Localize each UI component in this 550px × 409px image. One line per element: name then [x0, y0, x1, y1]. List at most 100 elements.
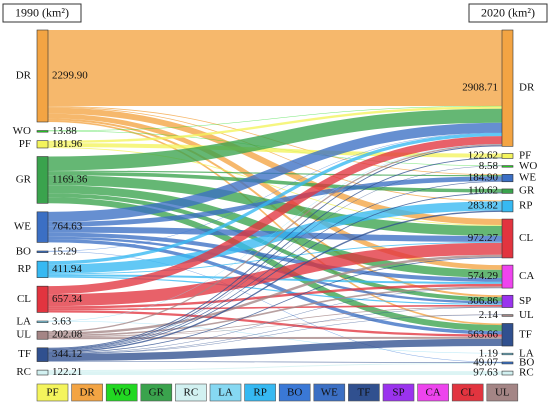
- node-value: 181.96: [52, 138, 83, 150]
- node-bar: [36, 250, 49, 253]
- node-bar: [501, 323, 514, 347]
- legend-label: WE: [321, 387, 338, 399]
- node-bar: [501, 264, 514, 289]
- node-bar: [36, 140, 49, 149]
- flow: [47, 314, 503, 354]
- node-label: TF: [18, 348, 31, 360]
- flow: [47, 108, 503, 171]
- legend-label: DR: [79, 387, 95, 399]
- node-value: 13.88: [52, 125, 77, 137]
- node-value: 972.27: [468, 232, 499, 244]
- flow: [47, 106, 503, 202]
- node-label: LA: [519, 348, 534, 360]
- node-label: SP: [519, 295, 531, 307]
- legend-swatch: [71, 383, 103, 402]
- node-label: RP: [18, 263, 31, 275]
- flow: [47, 287, 503, 354]
- flow: [47, 132, 503, 252]
- legend-label: CA: [425, 387, 440, 399]
- node-value: 1.19: [479, 348, 499, 360]
- node-bar: [501, 294, 514, 308]
- flow: [47, 144, 503, 333]
- node-label: WO: [13, 125, 31, 137]
- node-label: DR: [16, 70, 32, 82]
- legend-swatch: [36, 383, 69, 402]
- node-bar: [36, 29, 49, 123]
- links: [47, 29, 503, 375]
- node-label: WO: [519, 160, 537, 172]
- node-bar: [36, 320, 49, 323]
- node-value: 2908.71: [462, 82, 498, 94]
- header-box: [468, 3, 548, 23]
- flow: [47, 210, 503, 353]
- node-label: CL: [519, 232, 533, 244]
- legend-swatch: [244, 383, 276, 402]
- node-bar: [36, 369, 49, 376]
- node-value: 764.63: [52, 221, 83, 233]
- legend-swatch: [451, 383, 484, 402]
- flow: [47, 314, 503, 338]
- legend-label: UL: [495, 387, 510, 399]
- node-bar: [501, 361, 514, 365]
- flow: [47, 254, 503, 335]
- node-value: 184.90: [468, 172, 499, 184]
- legend-label: SP: [392, 387, 404, 399]
- node-bar: [36, 156, 49, 204]
- left-header: 1990 (km²): [15, 5, 69, 19]
- legend-label: RC: [184, 387, 199, 399]
- legend-swatch: [486, 383, 519, 402]
- node-value: 3.63: [52, 315, 72, 327]
- node-value: 2299.90: [52, 70, 88, 82]
- header-box: [2, 3, 82, 23]
- node-bar: [36, 211, 49, 243]
- flow: [47, 362, 503, 372]
- node-bar: [36, 330, 49, 340]
- node-label: BO: [519, 356, 534, 368]
- legend-label: PF: [46, 387, 58, 399]
- flow: [47, 145, 503, 349]
- node-value: 411.94: [52, 263, 82, 275]
- node-value: 202.08: [52, 329, 83, 341]
- node-bar: [501, 352, 514, 356]
- flow: [47, 143, 503, 322]
- flow: [47, 304, 503, 311]
- node-bar: [36, 285, 49, 313]
- flow: [47, 105, 503, 131]
- legend-swatch: [348, 383, 380, 402]
- flow: [47, 360, 503, 363]
- right-header: 2020 (km²): [481, 5, 535, 19]
- flow: [47, 181, 503, 351]
- flow: [47, 147, 503, 226]
- node-value: 563.66: [468, 328, 499, 340]
- node-label: RC: [519, 367, 534, 379]
- flow: [47, 242, 503, 307]
- flow: [47, 201, 503, 274]
- node-value: 122.21: [52, 366, 82, 378]
- node-bar: [501, 29, 514, 147]
- flow: [47, 122, 503, 222]
- flow: [47, 283, 503, 309]
- legend-label: GR: [149, 387, 165, 399]
- node-label: CL: [17, 293, 31, 305]
- legend-label: CL: [461, 387, 475, 399]
- node-label: TF: [519, 328, 532, 340]
- node-label: PF: [519, 150, 531, 162]
- node-label: UL: [519, 309, 534, 321]
- flow: [47, 306, 503, 338]
- legend-swatch: [417, 383, 449, 402]
- legend-label: LA: [218, 387, 233, 399]
- node-value: 49.07: [473, 356, 498, 368]
- node-bar: [36, 260, 49, 278]
- node-value: 15.29: [52, 245, 77, 257]
- node-value: 306.86: [468, 295, 499, 307]
- legend-swatch: [175, 383, 207, 402]
- node-bar: [501, 370, 514, 376]
- legend-swatch: [382, 383, 415, 402]
- flow: [47, 232, 503, 282]
- node-bar: [501, 153, 514, 159]
- flow: [47, 192, 503, 352]
- node-label: PF: [19, 138, 31, 150]
- node-label: UL: [16, 329, 31, 341]
- node-label: GR: [519, 185, 535, 197]
